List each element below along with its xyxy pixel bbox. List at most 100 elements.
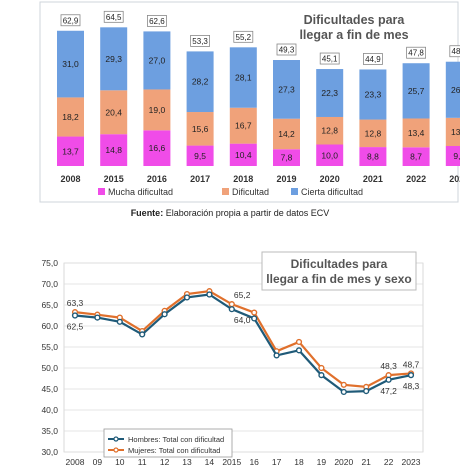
label-cierta-2016: 27,0 [149, 55, 166, 65]
label-dificultad-2021: 12,8 [365, 128, 382, 138]
bar-cierta-2023 [445, 61, 460, 118]
point-mujeres-2015 [228, 301, 235, 308]
point-mujeres-19 [318, 364, 325, 372]
x-tick-14: 22 [384, 457, 394, 467]
y-tick-2: 40,0 [41, 405, 58, 415]
bar-cierta-2022 [402, 63, 430, 119]
label-mucha-2020: 10,0 [321, 150, 338, 160]
label-mucha-2017: 9,5 [194, 151, 206, 161]
x-tick-2023: 2023 [449, 174, 460, 184]
label-mucha-2015: 14,8 [105, 145, 122, 155]
x-tick-7: 2015 [222, 457, 241, 467]
source-text: Elaboración propia a partir de datos ECV [165, 208, 330, 218]
bar-mucha-2018 [229, 143, 257, 166]
bar-dificultad-2017 [186, 112, 214, 146]
point-hombres-10 [116, 318, 123, 325]
x-tick-2008: 2008 [60, 174, 80, 184]
legend-label-mucha: Mucha dificultad [108, 187, 173, 197]
label-cierta-2022: 25,7 [408, 86, 425, 96]
label-dificultad-2019: 14,2 [278, 129, 295, 139]
source-label: Fuente: [130, 208, 164, 218]
label-mucha-2023: 9,3 [453, 151, 460, 161]
legend-marker-hombres [113, 436, 119, 442]
bar-dificultad-2016 [143, 89, 171, 131]
x-tick-2015: 2015 [104, 174, 124, 184]
total-label-2022: 47,8 [408, 49, 424, 58]
legend-label-dificultad: Dificultad [232, 187, 269, 197]
label-dificultad-2017: 15,6 [192, 124, 209, 134]
bar-dificultad-2022 [402, 118, 430, 148]
value-label-4: 48,3 [380, 361, 397, 371]
point-hombres-2015 [228, 306, 235, 313]
value-label-2: 65,2 [234, 290, 251, 300]
x-tick-11: 19 [317, 457, 327, 467]
chart2-title-line1: Dificultades para [291, 257, 388, 271]
total-box-2017 [190, 35, 211, 47]
x-tick-2022: 2022 [406, 174, 426, 184]
total-label-2020: 45,1 [322, 55, 338, 64]
point-hombres-11 [139, 331, 146, 338]
label-cierta-2018: 28,1 [235, 73, 252, 83]
value-label-6: 48,7 [403, 359, 420, 369]
point-hombres-21 [363, 388, 370, 395]
bar-dificultad-2015 [100, 90, 128, 135]
bar-mucha-2008 [57, 136, 84, 166]
label-dificultad-2023: 13,1 [451, 127, 460, 137]
point-hombres-14 [206, 291, 213, 298]
x-tick-2017: 2017 [190, 174, 210, 184]
bar-dificultad-2023 [445, 117, 460, 147]
total-label-2021: 44,9 [365, 55, 381, 64]
legend-label-hombres: Hombres: Total con dificultad [128, 435, 224, 444]
total-label-2019: 49,3 [279, 46, 295, 55]
label-cierta-2017: 28,2 [192, 77, 209, 87]
label-mucha-2008: 13,7 [62, 146, 79, 156]
x-tick-15: 2023 [402, 457, 421, 467]
x-tick-2016: 2016 [147, 174, 167, 184]
total-label-2008: 62,9 [63, 16, 79, 25]
label-cierta-2015: 29,3 [105, 54, 122, 64]
label-mucha-2016: 16,6 [149, 143, 166, 153]
point-hombres-17 [273, 352, 280, 359]
label-cierta-2020: 22,3 [321, 88, 338, 98]
point-mujeres-18 [295, 338, 303, 346]
bar-mucha-2015 [100, 134, 128, 166]
point-hombres-2023 [407, 372, 415, 379]
bar-cierta-2018 [229, 47, 257, 108]
x-tick-2021: 2021 [363, 174, 383, 184]
x-tick-10: 18 [294, 457, 304, 467]
line-chart: 30,0 35,0 40,0 45,0 50,0 55,0 60,0 65,0 70,0 75,0… [41, 251, 424, 467]
point-mujeres-16 [251, 309, 258, 316]
y-tick-4: 50,0 [41, 363, 58, 373]
point-hombres-16 [251, 315, 258, 322]
total-label-2018: 55,2 [236, 33, 252, 42]
stacked-bar-chart: Dificultades para llegar a fin de mes 13… [39, 1, 460, 203]
point-hombres-13 [183, 294, 191, 301]
y-tick-6: 60,0 [41, 321, 58, 331]
legend-label-cierta: Cierta dificultad [301, 187, 363, 197]
label-dificultad-2020: 12,8 [321, 126, 338, 136]
bar-cierta-2019 [273, 60, 300, 119]
legend-swatch-dificultad [222, 188, 229, 195]
label-dificultad-2008: 18,2 [62, 112, 79, 122]
x-tick-2018: 2018 [233, 174, 253, 184]
bar-mucha-2019 [273, 149, 300, 166]
x-tick-4: 12 [160, 457, 170, 467]
point-hombres-2008 [71, 312, 79, 319]
point-hombres-12 [161, 311, 168, 318]
total-box-2015 [103, 10, 124, 23]
value-label-5: 47,2 [380, 386, 397, 396]
label-cierta-2008: 31,0 [62, 59, 79, 69]
legend-marker-mujeres [113, 447, 119, 453]
x-tick-6: 14 [205, 457, 215, 467]
point-hombres-22 [385, 376, 392, 383]
legend-box [103, 428, 233, 458]
label-mucha-2022: 8,7 [410, 152, 422, 162]
bar-cierta-2015 [100, 27, 128, 91]
bar-cierta-2016 [143, 31, 171, 90]
bar-cierta-2008 [57, 30, 84, 98]
label-dificultad-2018: 16,7 [235, 121, 252, 131]
total-label-2017: 53,3 [192, 37, 208, 46]
x-tick-12: 2020 [334, 457, 353, 467]
legend-swatch-mucha [98, 188, 105, 195]
label-dificultad-2022: 13,4 [408, 128, 425, 138]
